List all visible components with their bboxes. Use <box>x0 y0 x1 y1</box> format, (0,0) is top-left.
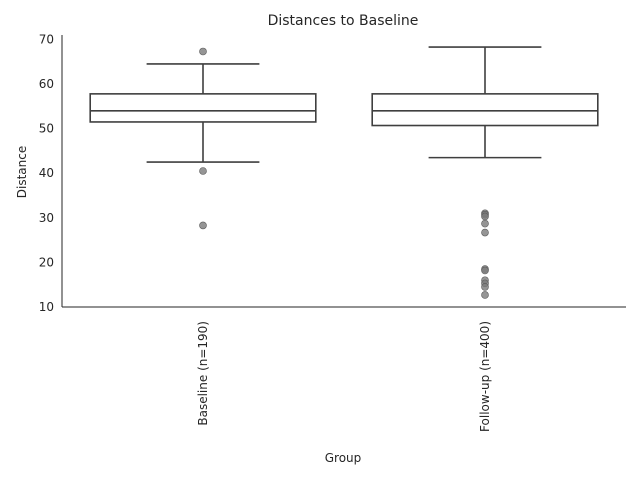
outlier-point <box>481 291 489 299</box>
chart-title: Distances to Baseline <box>268 13 419 29</box>
y-tick-label: 10 <box>39 300 54 314</box>
y-tick-label: 60 <box>39 77 54 91</box>
x-tick-label: Follow-up (n=400) <box>478 321 492 432</box>
outlier-point <box>481 228 489 237</box>
y-tick-label: 70 <box>39 32 54 46</box>
y-tick-label: 30 <box>39 211 54 225</box>
box-iqr <box>371 93 599 127</box>
box-iqr <box>89 93 317 123</box>
outlier-point <box>199 221 207 230</box>
outlier-point <box>481 212 489 221</box>
x-axis-label: Group <box>325 451 362 465</box>
outlier-point <box>481 219 489 228</box>
x-tick-label: Baseline (n=190) <box>196 321 210 426</box>
y-tick-label: 20 <box>39 255 54 269</box>
y-tick-label: 50 <box>39 122 54 136</box>
outlier-point <box>481 266 489 275</box>
outlier-point <box>199 167 207 175</box>
outlier-point <box>481 283 489 291</box>
plot-area: 10 20 30 40 50 60 70 Baseline (n=190) Follow-up … <box>39 32 626 432</box>
y-tick-label: 40 <box>39 166 54 180</box>
outlier-point <box>199 47 207 56</box>
y-axis-label: Distance <box>15 146 29 198</box>
